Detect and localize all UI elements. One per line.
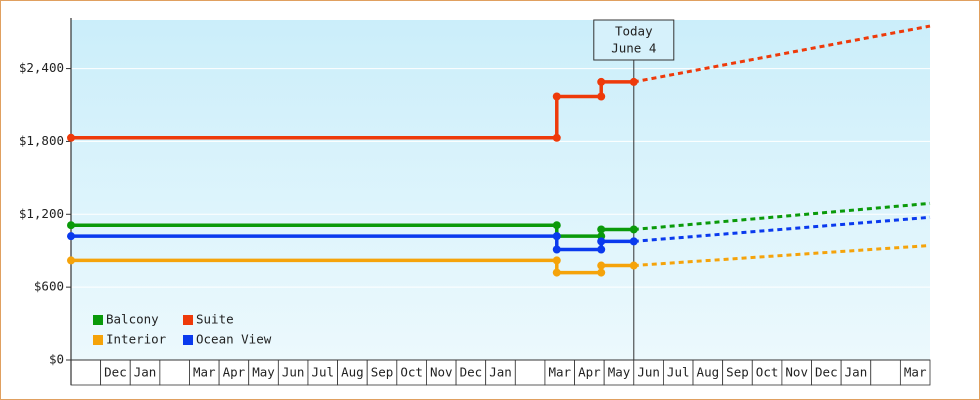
x-axis-cell (70, 359, 102, 386)
x-axis-cell (603, 359, 635, 386)
legend-label: Suite (196, 312, 234, 327)
x-axis-cell (840, 359, 872, 386)
x-axis-cell (366, 359, 398, 386)
legend-label: Balcony (106, 312, 159, 327)
point (629, 225, 638, 234)
legend-swatch (183, 315, 193, 325)
point (597, 225, 606, 234)
x-tick-label: May (608, 365, 631, 380)
x-axis-cell (870, 359, 901, 386)
x-axis-cell (307, 359, 338, 386)
y-tick-label: $1,200 (19, 206, 64, 221)
x-axis-cell (514, 359, 546, 386)
x-tick-label: Nov (785, 365, 808, 380)
legend-label: Ocean View (196, 332, 272, 347)
legend-swatch (183, 335, 193, 345)
point (552, 133, 561, 142)
today-label: Today (615, 24, 653, 39)
point (597, 92, 606, 101)
x-tick-label: Apr (578, 365, 601, 380)
point (552, 92, 561, 101)
today-box (593, 19, 675, 61)
x-axis-cell (129, 359, 161, 386)
x-axis-cell (337, 359, 368, 386)
x-tick-label: Aug (341, 365, 364, 380)
x-tick-label: Jun (637, 365, 660, 380)
y-tick-label: $600 (34, 279, 64, 294)
point (552, 221, 561, 230)
y-tick-label: $1,800 (19, 133, 64, 148)
x-tick-label: Sep (726, 365, 749, 380)
x-axis-cell (159, 359, 190, 386)
point (597, 237, 606, 246)
series-line (71, 258, 634, 275)
x-tick-label: Mar (904, 365, 927, 380)
x-axis-cell (277, 359, 309, 386)
x-tick-label: Oct (756, 365, 779, 380)
point (552, 256, 561, 265)
point (629, 261, 638, 270)
forecast-line (633, 201, 931, 231)
x-axis-cell (899, 359, 931, 386)
point (552, 245, 561, 254)
x-tick-label: Jun (282, 365, 305, 380)
point (67, 133, 75, 142)
point (67, 232, 75, 241)
x-tick-label: Dec (460, 365, 483, 380)
point (552, 268, 561, 277)
point (629, 77, 638, 86)
y-tick-label: $0 (49, 352, 64, 367)
x-axis-cell (396, 359, 427, 386)
x-tick-label: Nov (430, 365, 453, 380)
point (67, 256, 75, 265)
point (552, 232, 561, 241)
x-tick-label: Jan (134, 365, 157, 380)
point (597, 261, 606, 270)
point (629, 237, 638, 246)
y-tick-label: $2,400 (19, 60, 64, 75)
x-tick-label: Jul (667, 365, 690, 380)
point (67, 221, 75, 230)
series-line (71, 223, 634, 238)
point (597, 268, 606, 277)
x-tick-label: Mar (193, 365, 216, 380)
x-axis-cell (248, 359, 279, 386)
x-tick-label: Jan (489, 365, 512, 380)
x-tick-label: Sep (371, 365, 394, 380)
today-label: June 4 (611, 41, 656, 56)
x-tick-label: Oct (400, 365, 423, 380)
forecast-line (633, 243, 931, 268)
point (597, 245, 606, 254)
point (597, 77, 606, 86)
legend-swatch (93, 335, 103, 345)
x-axis-cell (455, 359, 487, 386)
legend-swatch (93, 315, 103, 325)
x-tick-label: Jul (311, 365, 334, 380)
x-axis-cell (189, 359, 220, 386)
series-line (71, 234, 634, 252)
x-tick-label: Mar (548, 365, 571, 380)
x-tick-label: Apr (223, 365, 246, 380)
x-tick-label: Aug (697, 365, 720, 380)
x-tick-label: May (252, 365, 275, 380)
x-tick-label: Dec (104, 365, 127, 380)
legend-label: Interior (106, 332, 167, 347)
x-axis-cell (574, 359, 605, 386)
x-tick-label: Jan (845, 365, 868, 380)
x-tick-label: Dec (815, 365, 838, 380)
x-axis-cell (218, 359, 250, 386)
series-line (71, 80, 634, 140)
plot-area (71, 20, 930, 360)
forecast-line (633, 215, 931, 243)
